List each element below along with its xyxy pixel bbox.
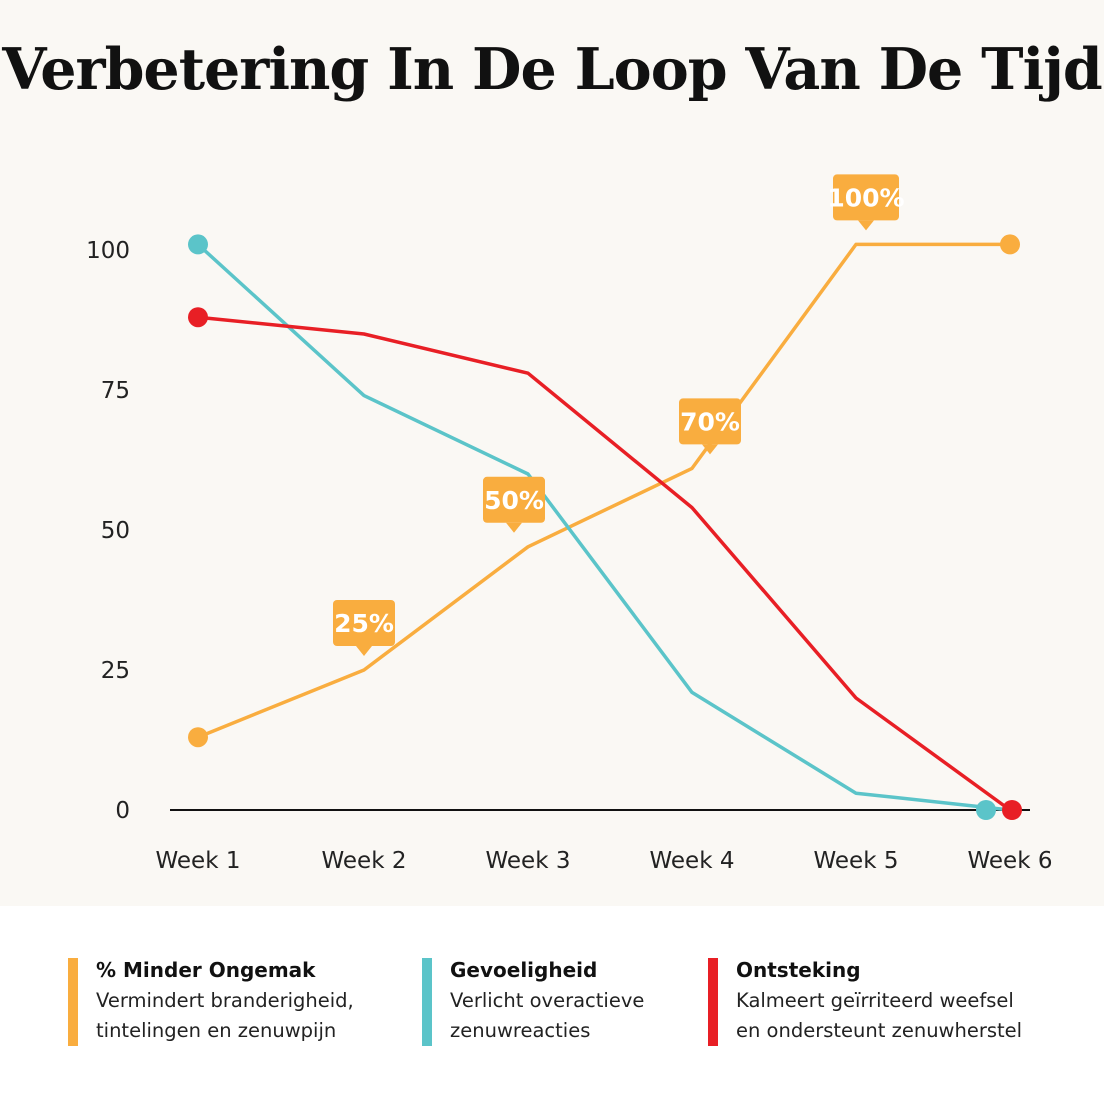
series-endpoint: [976, 800, 996, 820]
series-endpoint: [1002, 800, 1022, 820]
y-tick-label: 25: [101, 658, 130, 684]
legend-description: Vermindert branderigheid, tintelingen en…: [96, 989, 354, 1042]
legend-description: Kalmeert geïrriteerd weefsel en onderste…: [736, 989, 1023, 1042]
series-endpoint: [188, 307, 208, 328]
y-tick-label: 50: [101, 518, 130, 544]
x-tick-label: Week 1: [156, 848, 241, 874]
series-line: [196, 243, 1011, 812]
series-lines: [196, 242, 1012, 812]
chart-panel: [0, 0, 1104, 906]
series-endpoint: [188, 727, 208, 748]
x-tick-label: Week 4: [650, 848, 735, 874]
y-tick-label: 75: [101, 378, 130, 404]
callout-label: 25%: [334, 609, 394, 638]
legend-item-1: Gevoeligheid Verlicht overactieve zenuwr…: [422, 958, 692, 1046]
legend-name: % Minder Ongemak: [96, 958, 316, 982]
y-tick-label: 0: [115, 798, 130, 824]
legend-name: Ontsteking: [736, 958, 861, 982]
chart-title: Verbetering In De Loop Van De Tijd: [2, 36, 1102, 103]
y-tick-label: 100: [86, 238, 130, 264]
legend-swatch: [68, 958, 78, 1046]
legend-item-0: % Minder Ongemak Vermindert branderighei…: [68, 958, 398, 1046]
series-endpoint: [1000, 234, 1020, 255]
legend-description: Verlicht overactieve zenuwreacties: [450, 989, 645, 1042]
series-endpoints: [188, 234, 1022, 820]
series-line: [197, 242, 1010, 739]
callout-label: 70%: [680, 407, 740, 436]
x-tick-labels: Week 1 Week 2 Week 3 Week 4 Week 5 Week 6: [156, 848, 1053, 874]
value-callouts: 25% 50% 70% 100%: [333, 174, 905, 656]
y-tick-labels: 0 25 50 75 100: [86, 238, 130, 824]
x-tick-label: Week 2: [322, 848, 407, 874]
value-callout: 70%: [679, 398, 741, 455]
legend-swatch: [708, 958, 718, 1046]
series-endpoint: [188, 234, 208, 255]
legend-swatch: [422, 958, 432, 1046]
x-tick-label: Week 5: [814, 848, 899, 874]
legend-item-2: Ontsteking Kalmeert geïrriteerd weefsel …: [708, 958, 1088, 1046]
x-tick-label: Week 3: [486, 848, 571, 874]
series-line: [197, 315, 1012, 812]
callout-label: 50%: [484, 486, 544, 515]
value-callout: 25%: [333, 600, 395, 656]
legend-name: Gevoeligheid: [450, 958, 598, 982]
value-callout: 50%: [483, 476, 545, 533]
callout-label: 100%: [827, 183, 904, 212]
value-callout: 100%: [827, 174, 905, 231]
x-tick-label: Week 6: [968, 848, 1053, 874]
